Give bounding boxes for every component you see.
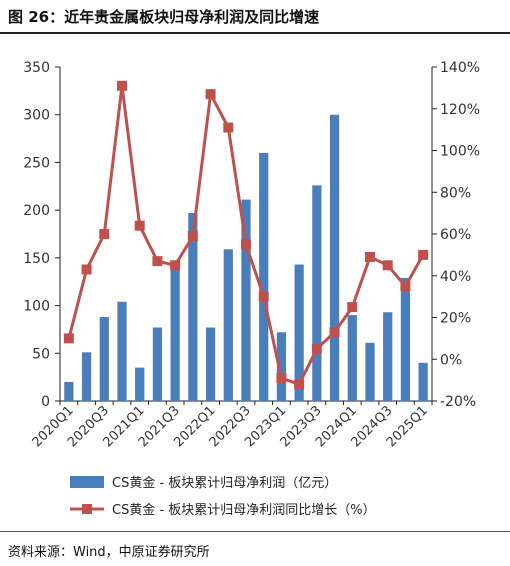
y-left-tick-label: 200 xyxy=(23,203,50,219)
y-right-tick-label: 40% xyxy=(440,269,471,285)
line-marker xyxy=(134,220,145,231)
line-marker xyxy=(258,291,269,302)
bar xyxy=(347,315,357,401)
bar xyxy=(188,213,198,401)
bar xyxy=(99,317,109,401)
line-marker xyxy=(347,302,358,313)
y-left-tick-label: 0 xyxy=(41,394,50,410)
y-left-tick-label: 350 xyxy=(23,60,50,76)
y-right-tick-label: 100% xyxy=(440,144,480,160)
line-marker xyxy=(400,281,411,292)
bar xyxy=(418,362,428,401)
line-marker xyxy=(205,89,216,100)
bar xyxy=(400,277,411,401)
bar xyxy=(81,352,92,401)
line-marker xyxy=(382,260,393,271)
y-left-tick-label: 300 xyxy=(23,108,50,124)
bar xyxy=(365,342,375,401)
combo-chart: 0 50 100 150 200 250 300 350 -20% 0% 20% 40% 60% 80% 1… xyxy=(23,60,480,518)
line-marker xyxy=(311,343,322,354)
line-marker xyxy=(365,251,375,262)
y-right-tick-label: 20% xyxy=(440,311,471,327)
line-marker xyxy=(63,333,74,344)
line-marker xyxy=(223,122,234,133)
line-marker xyxy=(152,256,163,267)
bar xyxy=(312,185,322,401)
legend-bar-swatch xyxy=(70,476,104,488)
bar xyxy=(383,312,393,401)
bar xyxy=(223,249,233,401)
line-marker xyxy=(276,373,287,384)
y-right-tick-label: 120% xyxy=(440,102,480,118)
line-marker xyxy=(170,260,181,271)
y-right-tick-label: -20% xyxy=(440,394,476,410)
bar xyxy=(329,114,340,401)
bar xyxy=(152,327,163,401)
bar xyxy=(205,327,216,401)
line-marker xyxy=(294,379,305,390)
title-divider xyxy=(0,32,510,34)
bar xyxy=(276,332,287,401)
legend-line-label: CS黄金 - 板块累计归母净利润同比增长（%） xyxy=(112,502,376,518)
y-right-tick-label: 80% xyxy=(440,185,471,201)
y-left-tick-label: 150 xyxy=(23,251,50,267)
source-note: 资料来源：Wind，中原证券研究所 xyxy=(8,545,210,560)
bar xyxy=(241,199,251,401)
y-left-tick-label: 100 xyxy=(23,299,50,315)
bar xyxy=(170,260,180,401)
bar xyxy=(259,152,269,401)
bar xyxy=(294,264,304,401)
y-right-tick-label: 0% xyxy=(440,352,462,368)
y-left-tick-label: 50 xyxy=(32,346,50,362)
figure-title: 图 26：近年贵金属板块归母净利润及同比增速 xyxy=(8,8,320,26)
source-divider xyxy=(0,531,510,532)
line-marker xyxy=(99,229,110,239)
legend-line-marker xyxy=(82,504,92,514)
bar xyxy=(117,301,127,401)
legend-bar-label: CS黄金 - 板块累计归母净利润（亿元） xyxy=(112,475,337,491)
y-left-tick-label: 250 xyxy=(23,155,50,171)
line-marker xyxy=(329,327,340,338)
line-marker xyxy=(418,249,429,260)
y-right-tick-label: 60% xyxy=(440,227,471,243)
bar xyxy=(135,367,145,401)
line-marker xyxy=(81,264,92,275)
y-right-tick-label: 140% xyxy=(440,60,480,76)
line-marker xyxy=(117,80,127,91)
line-marker xyxy=(241,239,251,250)
bar xyxy=(64,381,74,401)
line-marker xyxy=(187,231,198,242)
